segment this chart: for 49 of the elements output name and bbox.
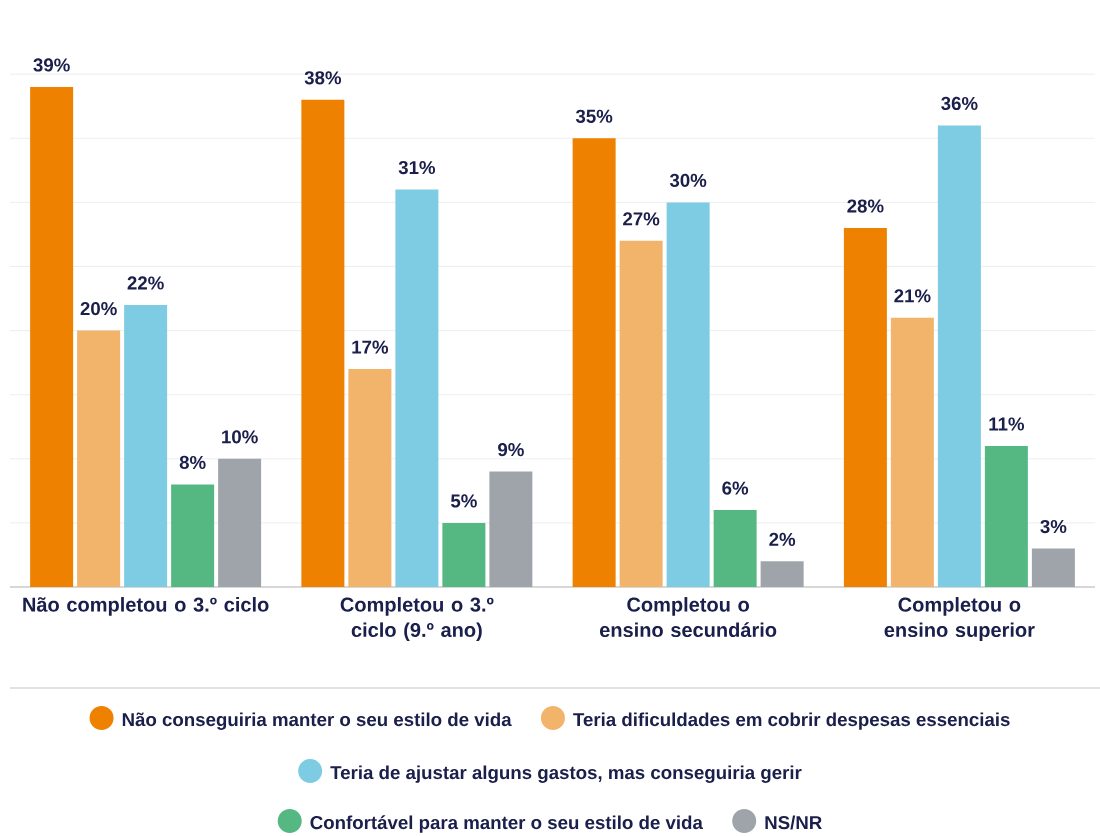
bar xyxy=(760,561,804,587)
data-label: 17% xyxy=(352,340,389,354)
legend-label: Teria dificuldades em cobrir despesas essenciais xyxy=(573,712,1010,730)
bar xyxy=(572,138,616,587)
bar xyxy=(124,304,168,587)
data-label: 38% xyxy=(304,71,342,85)
data-label: 3% xyxy=(1040,519,1067,534)
bar xyxy=(77,330,121,587)
legend-label: Confortável para manter o seu estilo de vida xyxy=(310,815,703,833)
data-label: 27% xyxy=(623,212,660,226)
legend-label: Não conseguiria manter o seu estilo de vida xyxy=(122,712,512,730)
data-label: 10% xyxy=(222,430,258,444)
bar xyxy=(395,189,439,587)
legend-label: NS/NR xyxy=(765,815,822,830)
data-label: 36% xyxy=(941,96,978,111)
data-label: 6% xyxy=(722,481,749,495)
data-label: 5% xyxy=(450,494,477,508)
bar xyxy=(713,510,757,587)
bar xyxy=(489,471,533,587)
x-tick-label: Não completou o 3.º ciclo xyxy=(23,597,269,616)
x-tick-label: Completou o ensino secundário xyxy=(599,597,777,638)
bar xyxy=(348,369,392,587)
x-tick-label: Completou o ensino superior xyxy=(884,597,1035,642)
bar xyxy=(937,125,981,587)
data-label: 31% xyxy=(398,160,436,175)
data-label: 9% xyxy=(498,443,524,457)
data-label: 39% xyxy=(33,58,70,72)
data-label: 35% xyxy=(575,109,613,123)
bar xyxy=(1031,548,1075,587)
bar xyxy=(890,317,934,587)
bar xyxy=(843,228,887,587)
data-label: 28% xyxy=(847,199,884,213)
bar xyxy=(301,99,345,587)
bar xyxy=(442,522,486,587)
x-tick-label: Completou o 3.º ciclo (9.º ano) xyxy=(340,597,494,642)
data-label: 22% xyxy=(127,276,164,290)
bar xyxy=(30,86,74,587)
bar xyxy=(666,202,710,587)
bar xyxy=(984,445,1028,587)
bar xyxy=(218,458,262,587)
bar xyxy=(619,240,663,587)
data-label: 2% xyxy=(769,532,796,546)
data-label: 11% xyxy=(989,417,1025,431)
bar xyxy=(171,484,215,587)
data-label: 8% xyxy=(179,455,206,470)
legend-label: Teria de ajustar alguns gastos, mas conseguiria gerir xyxy=(330,765,802,783)
data-label: 21% xyxy=(894,289,931,303)
data-label: 20% xyxy=(80,301,117,316)
data-label: 30% xyxy=(669,173,707,187)
